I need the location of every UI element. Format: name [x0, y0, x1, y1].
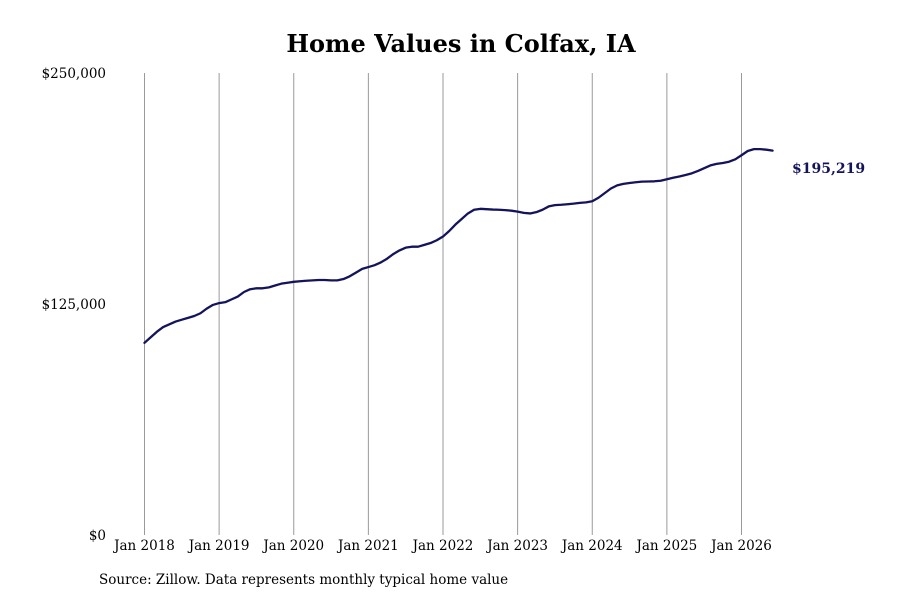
- y-tick-label: $0: [89, 528, 106, 544]
- x-tick-label: Jan 2019: [187, 538, 250, 554]
- end-value-label: $195,219: [792, 161, 865, 177]
- y-tick-label: $250,000: [42, 66, 106, 82]
- x-tick-label: Jan 2021: [336, 538, 399, 554]
- series-line-home-value: [143, 147, 774, 344]
- grid-lines: [144, 73, 742, 535]
- x-tick-label: Jan 2024: [560, 538, 623, 554]
- x-tick-label: Jan 2023: [485, 538, 548, 554]
- x-tick-label: Jan 2022: [411, 538, 474, 554]
- chart-title: Home Values in Colfax, IA: [286, 29, 636, 58]
- x-tick-label: Jan 2018: [112, 538, 175, 554]
- x-tick-label: Jan 2026: [709, 538, 772, 554]
- source-note: Source: Zillow. Data represents monthly …: [99, 572, 509, 588]
- x-tick-label: Jan 2025: [634, 538, 697, 554]
- y-tick-label: $125,000: [42, 297, 106, 313]
- x-axis-ticks: Jan 2018 Jan 2019 Jan 2020 Jan 2021 Jan 2022…: [112, 538, 772, 554]
- x-tick-label: Jan 2020: [261, 538, 324, 554]
- y-axis-ticks: $0 $125,000 $250,000: [42, 66, 106, 544]
